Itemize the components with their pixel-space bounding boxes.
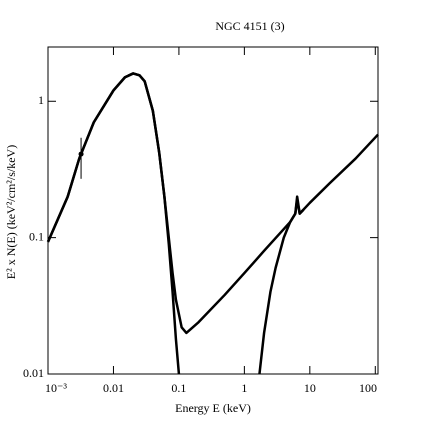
y-tick-label: 0.01 [23, 366, 44, 380]
x-tick-label: 0.01 [103, 381, 124, 395]
x-tick-label: 1 [241, 381, 247, 395]
x-axis-label: Energy E (keV) [175, 401, 251, 415]
model-line [258, 195, 305, 375]
y-tick-label: 0.1 [29, 229, 44, 243]
x-tick-label: 0.1 [171, 381, 186, 395]
plot-frame [47, 46, 379, 375]
x-tick-label: 100 [359, 381, 377, 395]
data-point [78, 151, 84, 157]
x-tick-label: 10 [304, 381, 316, 395]
chart-title: NGC 4151 (3) [215, 19, 284, 33]
y-axis-label: E² x N(E) (keV²/cm²/s/keV) [4, 145, 18, 279]
y-tick-label: 1 [38, 93, 44, 107]
model-line [46, 72, 181, 375]
model-line [46, 72, 379, 335]
x-tick-label: 10⁻³ [45, 381, 67, 395]
